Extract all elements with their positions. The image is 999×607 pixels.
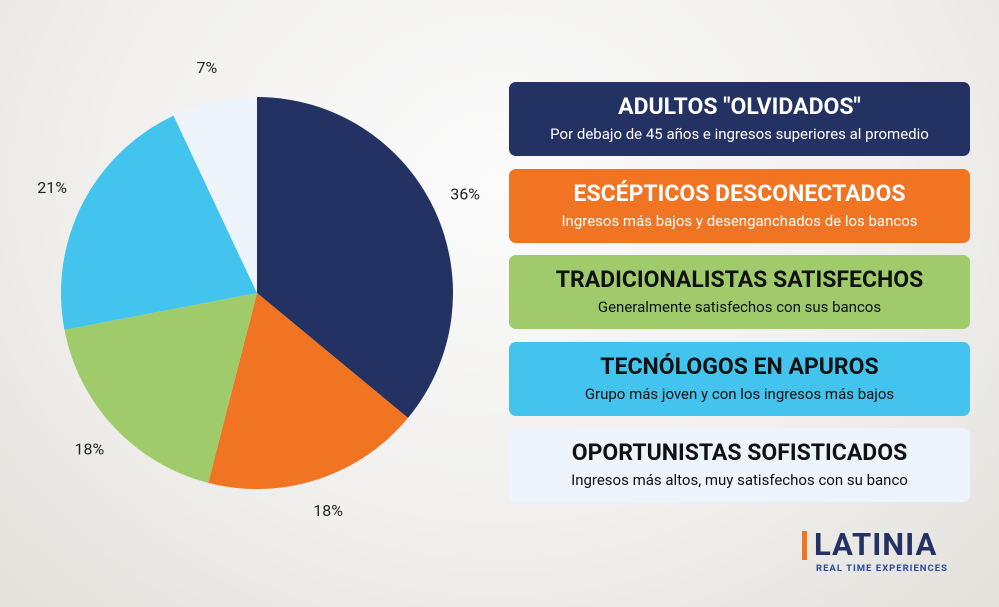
legend-description: Por debajo de 45 años e ingresos superio… xyxy=(550,125,929,143)
legend-card: ESCÉPTICOS DESCONECTADOS Ingresos más baj… xyxy=(509,168,970,243)
legend-title: ESCÉPTICOS DESCONECTADOS xyxy=(573,179,906,207)
pie-slice xyxy=(208,293,409,489)
legend-card: OPORTUNISTAS SOFISTICADOS Ingresos más al… xyxy=(509,428,970,502)
pie-slice xyxy=(257,97,453,418)
pie-slice xyxy=(64,293,257,483)
value-label: 18% xyxy=(74,440,104,459)
value-label: 36% xyxy=(450,184,480,203)
legend-title: TRADICIONALISTAS SATISFECHOS xyxy=(555,266,924,293)
pie-slice xyxy=(60,115,257,330)
logo-name: LATINIA xyxy=(814,526,938,563)
legend-title: ADULTOS "OLVIDADOS" xyxy=(618,93,861,120)
logo-bar xyxy=(802,531,807,560)
legend-title: OPORTUNISTAS SOFISTICADOS xyxy=(571,439,908,466)
legend-card: ADULTOS "OLVIDADOS" Por debajo de 45 años… xyxy=(509,82,970,156)
legend-description: Ingresos más bajos y desenganchados de l… xyxy=(561,211,918,230)
pie-slice xyxy=(173,97,257,293)
logo-tagline: REAL TIME EXPERIENCES xyxy=(816,563,948,574)
value-label: 18% xyxy=(313,501,343,520)
value-label: 21% xyxy=(37,178,67,197)
legend-card: TRADICIONALISTAS SATISFECHOS Generalmente… xyxy=(509,255,970,329)
value-label: 7% xyxy=(196,58,217,77)
legend-title: TECNÓLOGOS EN APUROS xyxy=(600,352,879,380)
legend-description: Grupo más joven y con los ingresos más b… xyxy=(584,384,895,403)
legend-description: Ingresos más altos, muy satisfechos con … xyxy=(571,471,908,489)
legend-card: TECNÓLOGOS EN APUROS Grupo más joven y co… xyxy=(509,341,970,416)
legend-description: Generalmente satisfechos con sus bancos xyxy=(597,298,882,316)
